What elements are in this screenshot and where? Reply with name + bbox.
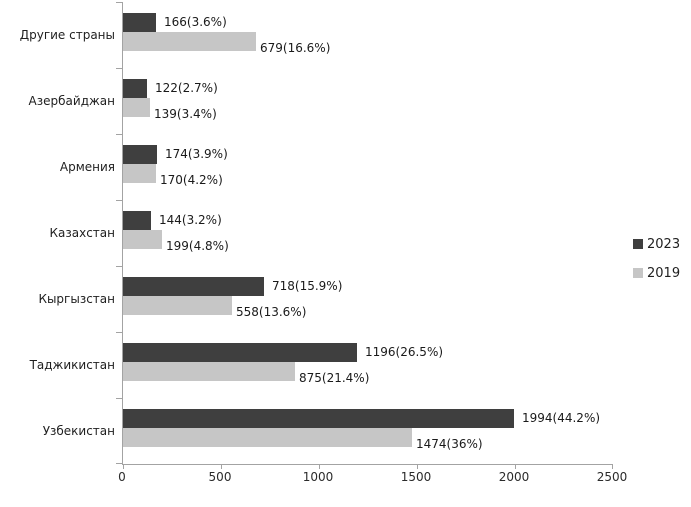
legend-label: 2019 <box>647 265 681 281</box>
legend-swatch-icon <box>633 268 643 278</box>
x-axis-tick <box>123 465 124 469</box>
data-label-2019: 875(21.4%) <box>299 371 370 385</box>
x-axis-tick-label: 1500 <box>400 470 432 484</box>
x-axis-tick-label: 2000 <box>498 470 530 484</box>
bar-2023 <box>123 79 147 98</box>
bar-2019 <box>123 428 412 447</box>
data-label-2023: 144(3.2%) <box>159 213 222 227</box>
bar-2019 <box>123 362 295 381</box>
bar-2023 <box>123 13 156 32</box>
y-axis-tick <box>116 2 123 3</box>
bar-2019 <box>123 32 257 51</box>
x-axis-tick <box>417 465 418 469</box>
category-label: Кыргызстан <box>38 292 115 306</box>
category-label: Азербайджан <box>28 94 115 108</box>
legend: 2023 2019 <box>633 235 680 293</box>
data-label-2023: 1196(26.5%) <box>365 345 444 359</box>
y-axis-tick <box>116 200 123 201</box>
category-label: Узбекистан <box>42 424 115 438</box>
x-axis-tick <box>221 465 222 469</box>
bar-2023 <box>123 277 264 296</box>
category-label: Армения <box>59 160 115 174</box>
bar-2019 <box>123 296 233 315</box>
data-label-2019: 139(3.4%) <box>154 107 217 121</box>
x-axis-tick <box>612 465 613 469</box>
bar-2023 <box>123 211 152 230</box>
legend-entry-2019: 2019 <box>633 264 680 282</box>
data-label-2019: 679(16.6%) <box>260 41 331 55</box>
x-axis-tick-label: 0 <box>118 470 126 484</box>
data-label-2023: 166(3.6%) <box>164 15 227 29</box>
y-axis-tick <box>116 463 123 464</box>
data-label-2019: 199(4.8%) <box>166 239 229 253</box>
legend-entry-2023: 2023 <box>633 235 680 253</box>
y-axis-tick <box>116 266 123 267</box>
bar-2023 <box>123 145 158 164</box>
y-axis-tick <box>116 68 123 69</box>
bar-2023 <box>123 409 514 428</box>
x-axis-tick-label: 500 <box>208 470 232 484</box>
bar-2019 <box>123 230 162 249</box>
category-label: Другие страны <box>19 28 115 42</box>
data-label-2023: 1994(44.2%) <box>522 411 601 425</box>
data-label-2019: 170(4.2%) <box>160 173 223 187</box>
data-label-2023: 122(2.7%) <box>155 81 218 95</box>
x-axis-tick-label: 1000 <box>302 470 334 484</box>
data-label-2023: 174(3.9%) <box>165 147 228 161</box>
category-label: Таджикистан <box>29 358 115 372</box>
bar-2019 <box>123 98 151 117</box>
y-axis-tick <box>116 332 123 333</box>
data-label-2019: 558(13.6%) <box>236 305 307 319</box>
x-axis-tick-label: 2500 <box>596 470 628 484</box>
category-label: Казахстан <box>49 226 116 240</box>
legend-swatch-icon <box>633 239 643 249</box>
y-axis-tick <box>116 134 123 135</box>
data-label-2023: 718(15.9%) <box>272 279 343 293</box>
bar-2023 <box>123 343 358 362</box>
x-axis-tick <box>515 465 516 469</box>
x-axis-tick <box>319 465 320 469</box>
plot-area: 166(3.6%) 679(16.6%) 122(2.7%) 139(3.4%) 174… <box>116 2 613 469</box>
bar-2019 <box>123 164 157 183</box>
legend-label: 2023 <box>647 236 681 252</box>
data-label-2019: 1474(36%) <box>416 437 483 451</box>
y-axis-tick <box>116 398 123 399</box>
